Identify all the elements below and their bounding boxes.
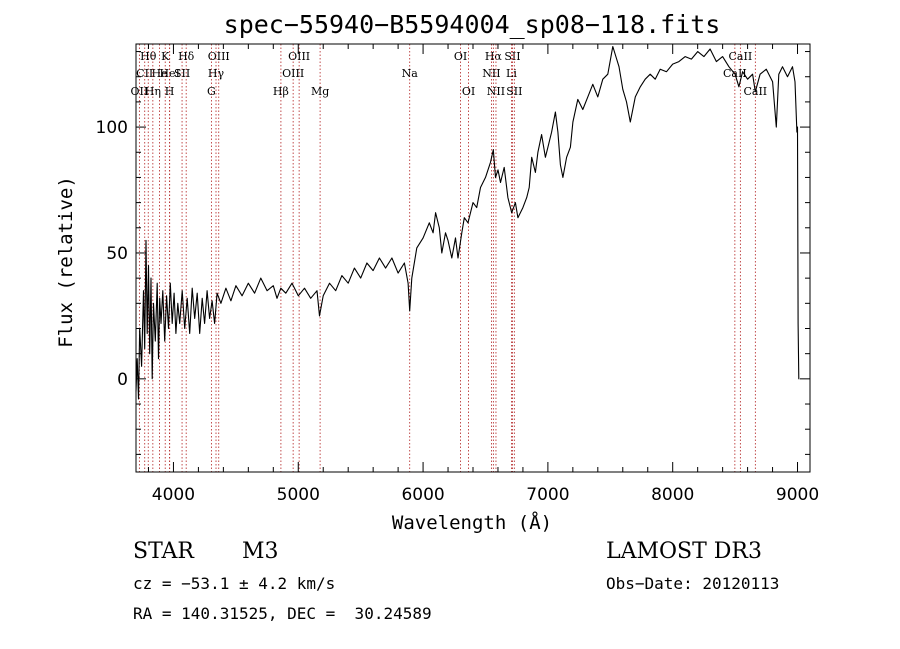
spectral-line-label-5: K [161,50,170,63]
y-tick-label-50: 50 [106,244,128,264]
spectral-line-label-9: Hδ [178,50,195,63]
spectral-line-label-25: SII [506,85,522,98]
spectral-line-label-24: Li [506,67,517,80]
x-axis-label: Wavelength (Å) [392,511,552,534]
plot-frame [135,43,811,473]
spectral-line-label-22: NII [487,85,505,98]
sky-coordinates: RA = 140.31525, DEC = 30.24589 [133,604,432,623]
spectral-line-label-18: OI [454,50,467,63]
x-tick-label-4000: 4000 [152,485,195,505]
spectral-line-label-16: Mg [311,85,329,98]
object-subclass: M3 [242,539,279,564]
x-tick-label-7000: 7000 [526,485,569,505]
spectral-line-label-23: SII [504,50,520,63]
spectral-line-label-4: Hη [145,85,161,98]
spectral-line-label-15: OIII [282,67,304,80]
spectral-line-label-7: H [165,85,175,98]
survey-name: LAMOST DR3 [606,539,762,564]
spectral-line-label-0: Hθ [140,50,157,63]
axes-layer: 4000 5000 6000 7000 8000 9000 0 50 100 [96,43,819,505]
spectral-line-label-13: Hβ [273,85,289,98]
x-tick-label-8000: 8000 [651,485,694,505]
x-tick-label-6000: 6000 [401,485,444,505]
spectral-line-label-19: OI [462,85,475,98]
spectral-line-label-20: Hα [485,50,503,63]
x-tick-label-9000: 9000 [776,485,819,505]
redshift-cz: cz = −53.1 ± 4.2 km/s [133,574,336,593]
y-tick-label-0: 0 [117,370,128,390]
spectrum-series-0 [135,45,800,400]
spectral-line-label-26: CaII [729,50,753,63]
spectral-line-label-12: G [207,85,216,98]
x-tick-label-5000: 5000 [277,485,320,505]
spectral-line-label-14: OIII [288,50,310,63]
spectral-line-label-8: SII [174,67,190,80]
spectral-line-label-17: Na [402,67,419,80]
y-tick-label-100: 100 [96,118,128,138]
object-class: STAR [133,539,194,564]
observation-date: Obs−Date: 20120113 [606,574,780,593]
spectral-line-label-21: NII [482,67,500,80]
chart-title: spec−55940−B5594004_sp08−118.fits [224,10,721,39]
spectral-line-label-2: OII [131,85,149,98]
spectrum-layer [135,45,800,400]
spectral-line-label-11: Hγ [208,67,225,80]
y-axis-label: Flux (relative) [55,176,77,348]
spectral-line-label-3: He [152,67,168,80]
spectral-line-label-10: OIII [208,50,230,63]
